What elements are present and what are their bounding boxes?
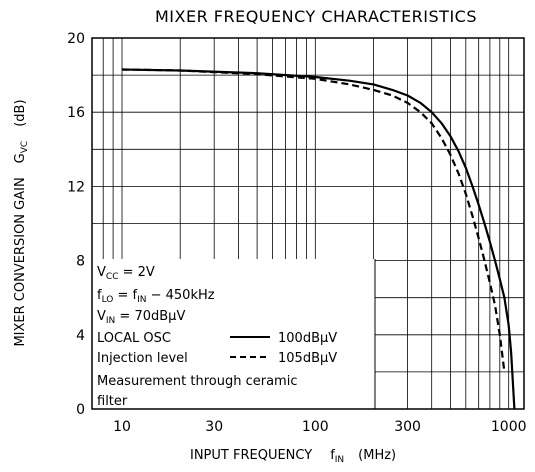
y-tick-label-8: 8 xyxy=(76,254,85,270)
legend-label-dashed: 105dBμV xyxy=(278,351,337,366)
x-tick-label-10: 10 xyxy=(113,419,131,435)
x-tick-label-30: 30 xyxy=(205,419,223,435)
curves xyxy=(121,68,516,410)
y-tick-label-0: 0 xyxy=(76,402,85,418)
condition-filter: filter xyxy=(97,394,128,409)
series-line-1 xyxy=(121,68,516,410)
y-tick-labels: 0 4 8 12 16 20 xyxy=(67,31,85,418)
condition-vcc: VCC = 2V xyxy=(97,265,155,282)
y-tick-label-4: 4 xyxy=(76,328,85,344)
condition-vin: VIN = 70dBμV xyxy=(97,309,185,326)
x-axis-label: INPUT FREQUENCY fIN (MHz) xyxy=(190,448,396,465)
y-tick-label-20: 20 xyxy=(67,31,85,47)
plot-frame xyxy=(91,37,525,410)
condition-injection-level: Injection level xyxy=(97,351,188,366)
chart-title: MIXER FREQUENCY CHARACTERISTICS xyxy=(155,7,477,26)
condition-flo: fLO = fIN − 450kHz xyxy=(97,288,215,305)
y-tick-label-12: 12 xyxy=(67,179,85,195)
condition-local-osc: LOCAL OSC xyxy=(97,331,171,346)
conditions-box xyxy=(92,259,375,409)
legend-label-solid: 100dBμV xyxy=(278,331,337,346)
series-line-2 xyxy=(121,68,506,373)
y-tick-label-16: 16 xyxy=(67,105,85,121)
x-tick-label-300: 300 xyxy=(394,419,421,435)
x-tick-label-1000: 1000 xyxy=(491,419,527,435)
x-tick-label-100: 100 xyxy=(302,419,329,435)
condition-measurement: Measurement through ceramic xyxy=(97,374,297,389)
x-tick-labels: 10 30 100 300 1000 xyxy=(113,419,526,435)
y-axis-label: MIXER CONVERSION GAINGVC(dB) xyxy=(13,99,30,346)
